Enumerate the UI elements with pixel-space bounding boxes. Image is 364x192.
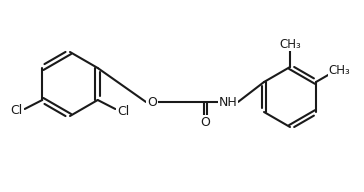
Text: Cl: Cl <box>117 104 130 118</box>
Text: O: O <box>147 95 157 108</box>
Text: CH₃: CH₃ <box>279 37 301 50</box>
Text: NH: NH <box>219 95 237 108</box>
Text: CH₃: CH₃ <box>329 64 351 76</box>
Text: Cl: Cl <box>11 104 23 118</box>
Text: O: O <box>200 116 210 128</box>
